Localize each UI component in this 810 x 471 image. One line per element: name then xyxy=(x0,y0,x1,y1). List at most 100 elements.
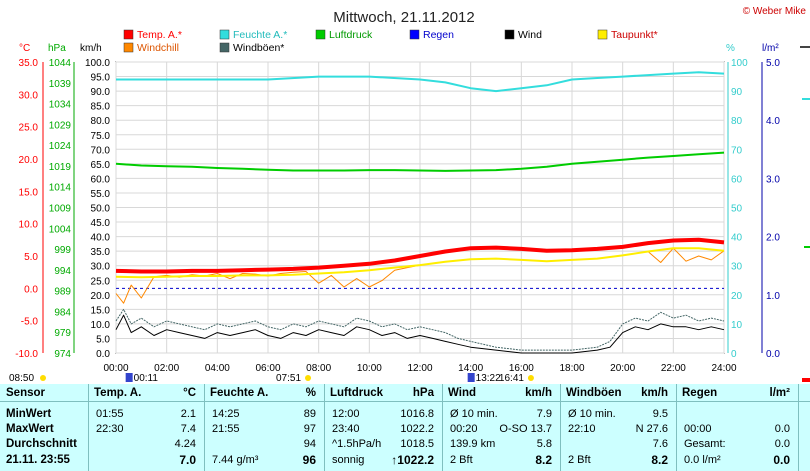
column-unit: % xyxy=(305,387,316,399)
cell-value: 7.9 xyxy=(536,408,552,420)
cell-value: 7.6 xyxy=(652,438,668,450)
wind-tick-label: 10.0 xyxy=(91,320,111,331)
right-edge-indicators xyxy=(800,46,810,382)
pressure-tick-label: 1044 xyxy=(49,58,72,69)
cell-value: 1016.8 xyxy=(400,408,434,420)
stats-column-wind: Wind km/h Ø 10 min. 7.9 00:20 O-SO 13.7 139.9 … xyxy=(442,384,561,471)
legend: Temp. A.* Feuchte A.* Luftdruck Regen Wind Ta… xyxy=(123,29,658,54)
legend-swatch xyxy=(409,29,420,40)
pressure-tick-label: 1029 xyxy=(49,120,72,131)
wind-tick-label: 90.0 xyxy=(91,87,111,98)
cell-value: 97 xyxy=(303,423,316,435)
column-unit: hPa xyxy=(412,387,434,399)
pressure-tick-label: 999 xyxy=(54,245,71,256)
pressure-tick-label: 1014 xyxy=(49,183,72,194)
humidity-tick-label: 40 xyxy=(731,233,743,244)
unit-temp: °C xyxy=(19,43,30,54)
sun-icon xyxy=(305,375,311,381)
x-tick-label: 08:00 xyxy=(306,363,331,374)
wind-tick-label: 0.0 xyxy=(96,349,110,360)
x-tick-label: 02:00 xyxy=(154,363,179,374)
temp-tick-label: 30.0 xyxy=(19,90,39,101)
cell-value: O-SO 13.7 xyxy=(499,423,552,435)
pressure-tick-label: 1019 xyxy=(49,162,72,173)
unit-rain: l/m² xyxy=(762,43,779,54)
cell-value: N 27.6 xyxy=(635,423,668,435)
x-tick-label: 24:00 xyxy=(711,363,736,374)
cell-detail: 21:55 xyxy=(212,423,240,435)
cell-value: 8.2 xyxy=(535,453,552,467)
weather-chart: Mittwoch, 21.11.2012 © Weber Mike Temp. … xyxy=(9,6,810,384)
pressure-tick-label: 1034 xyxy=(49,100,72,111)
humidity-tick-label: 100 xyxy=(731,58,748,69)
x-tick-label: 06:00 xyxy=(255,363,280,374)
rain-tick-label: 5.0 xyxy=(766,58,780,69)
humidity-tick-label: 70 xyxy=(731,145,743,156)
legend-label: Temp. A.* xyxy=(137,29,182,41)
column-unit: l/m² xyxy=(769,387,790,399)
temp-tick-label: 15.0 xyxy=(19,187,39,198)
label-avg: Durchschnitt xyxy=(6,438,77,450)
unit-wind: km/h xyxy=(80,43,102,54)
column-title: Regen xyxy=(682,387,718,399)
pressure-tick-label: 1024 xyxy=(49,141,72,152)
cell-detail: Ø 10 min. xyxy=(450,408,498,420)
cell-value: 9.5 xyxy=(652,408,668,420)
legend-swatch xyxy=(597,29,608,40)
wind-tick-label: 70.0 xyxy=(91,145,111,156)
temp-tick-label: 0.0 xyxy=(24,284,38,295)
pressure-tick-label: 994 xyxy=(54,266,71,277)
temp-tick-label: 10.0 xyxy=(19,220,39,231)
wind-tick-label: 20.0 xyxy=(91,291,111,302)
humidity-tick-label: 20 xyxy=(731,291,743,302)
sun-marker-label: 07:51 xyxy=(276,373,301,384)
sun-icon xyxy=(527,375,534,381)
pressure-tick-label: 1004 xyxy=(49,224,72,235)
pressure-tick-label: 979 xyxy=(54,328,71,339)
cell-detail: 139.9 km xyxy=(450,438,496,450)
legend-swatch xyxy=(504,29,515,40)
label-max: MaxWert xyxy=(6,423,54,435)
legend-swatch xyxy=(123,29,134,40)
cell-value: 94 xyxy=(303,438,316,450)
cell-value: 0.0 xyxy=(773,453,790,467)
humidity-tick-label: 30 xyxy=(731,262,743,273)
label-sensor: Sensor xyxy=(6,387,45,399)
stats-column-rain: Regen l/m² 00:00 0.0 Gesamt: 0.0 0.0 l/m² 0.0 xyxy=(676,384,799,471)
column-title: Feuchte A. xyxy=(210,387,269,399)
cell-detail: Ø 10 min. xyxy=(568,408,616,420)
axes: 100.095.090.085.080.075.070.065.060.055.… xyxy=(15,58,780,374)
x-tick-label: 20:00 xyxy=(610,363,635,374)
x-tick-label: 18:00 xyxy=(559,363,584,374)
wind-tick-label: 25.0 xyxy=(91,276,111,287)
cell-value: 89 xyxy=(303,408,316,420)
credit-label: © Weber Mike xyxy=(743,6,807,17)
column-title: Windböen xyxy=(566,387,622,399)
wind-tick-label: 45.0 xyxy=(91,218,111,229)
cell-detail: 00:20 xyxy=(450,423,478,435)
x-tick-label: 00:00 xyxy=(103,363,128,374)
sun-icon xyxy=(40,375,46,381)
x-tick-label: 12:00 xyxy=(407,363,432,374)
humidity-tick-label: 50 xyxy=(731,204,743,215)
sun-marker-label: 16:41 xyxy=(499,373,524,384)
cell-detail: 7.44 g/m³ xyxy=(212,454,259,466)
label-min: MinWert xyxy=(6,408,52,420)
rain-tick-label: 0.0 xyxy=(766,349,780,360)
stats-column-gusts: Windböen km/h Ø 10 min. 9.5 22:10 N 27.6 7.6 2 … xyxy=(560,384,677,471)
legend-label: Windchill xyxy=(137,42,179,54)
column-title: Wind xyxy=(448,387,476,399)
cell-value: 1018.5 xyxy=(400,438,434,450)
cell-value: 0.0 xyxy=(774,438,790,450)
series-line xyxy=(116,71,725,93)
wind-tick-label: 100.0 xyxy=(85,58,110,69)
unit-humidity: % xyxy=(726,43,735,54)
cell-detail: 22:10 xyxy=(568,423,596,435)
legend-swatch xyxy=(219,42,230,53)
legend-label: Wind xyxy=(518,29,542,41)
series-line xyxy=(115,308,725,351)
column-title: Luftdruck xyxy=(330,387,384,399)
series-line xyxy=(115,314,725,354)
wind-tick-label: 95.0 xyxy=(91,73,111,84)
label-current: 21.11. 23:55 xyxy=(6,454,70,466)
